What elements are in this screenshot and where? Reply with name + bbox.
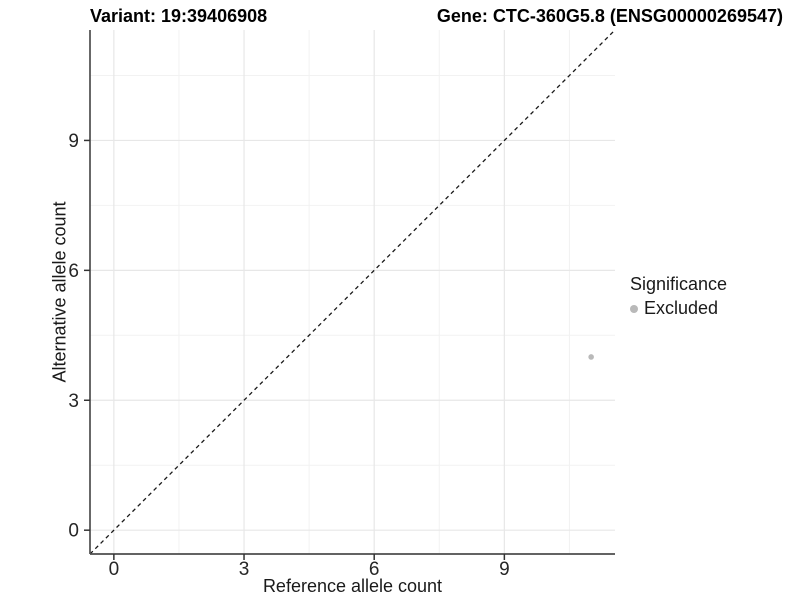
legend-point-icon — [630, 304, 638, 313]
x-tick-label: 3 — [239, 559, 250, 580]
y-axis-title: Alternative allele count — [49, 201, 70, 383]
x-tick-label: 0 — [109, 559, 120, 580]
variant-title: Variant: 19:39406908 — [90, 6, 268, 26]
data-point-excluded — [588, 354, 594, 360]
legend-item-excluded: Excluded — [630, 298, 727, 319]
legend-item-label: Excluded — [644, 298, 719, 318]
x-tick-label: 9 — [499, 559, 510, 580]
y-tick-label: 9 — [68, 131, 79, 152]
x-axis-title: Reference allele count — [262, 576, 443, 596]
legend-title: Significance — [630, 274, 728, 294]
y-tick-label: 3 — [68, 391, 79, 412]
gene-title: Gene: CTC-360G5.8 (ENSG00000269547) — [436, 6, 783, 26]
y-tick-label: 6 — [68, 261, 79, 282]
x-tick-label: 6 — [369, 559, 380, 580]
identity-dashed-line — [89, 29, 616, 555]
y-tick-label: 0 — [68, 521, 79, 542]
legend: Significance Excluded — [630, 274, 727, 319]
